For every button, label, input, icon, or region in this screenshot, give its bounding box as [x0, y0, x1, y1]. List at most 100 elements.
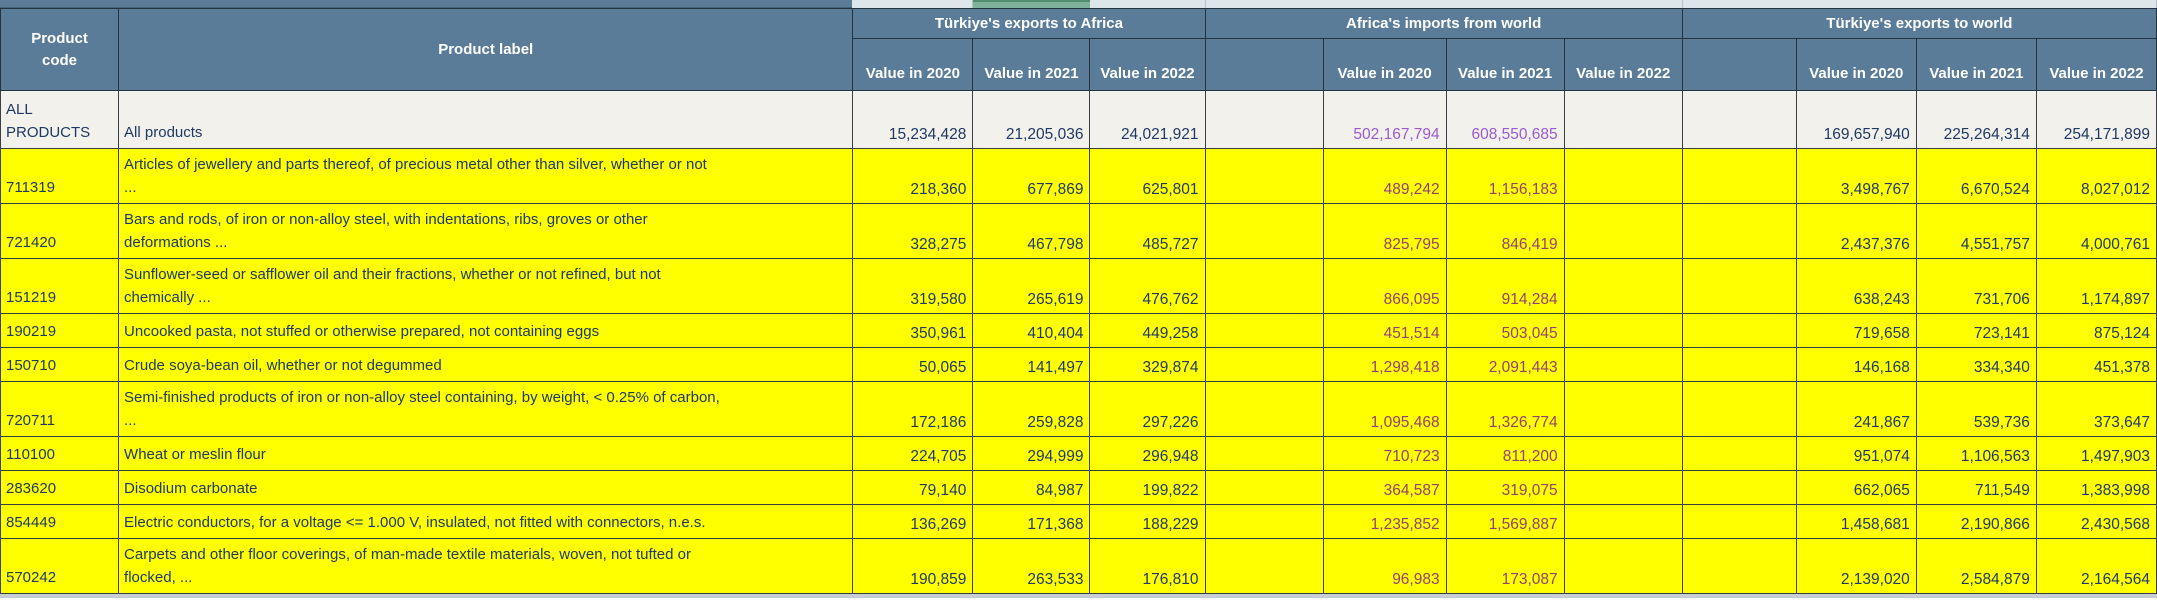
cell-value-exports-africa[interactable]: 263,533 [972, 538, 1091, 594]
cell-value-africa-imports[interactable]: 914,284 [1445, 258, 1565, 314]
cell-spacer[interactable] [1204, 258, 1324, 314]
cell-value-exports-africa[interactable]: 476,762 [1089, 258, 1206, 314]
cell-value-exports-world[interactable]: 8,027,012 [2035, 148, 2157, 204]
cell-product-label[interactable]: Articles of jewellery and parts thereof,… [118, 148, 854, 204]
cell-product-code[interactable]: 151219 [0, 258, 120, 314]
cell-value-africa-imports[interactable]: 1,095,468 [1322, 381, 1447, 437]
cell-product-label[interactable]: All products [118, 90, 854, 149]
cell-spacer[interactable] [1204, 381, 1324, 437]
cell-value-exports-world[interactable]: 662,065 [1795, 470, 1917, 505]
cell-value-exports-africa[interactable]: 79,140 [852, 470, 974, 505]
cell-value-exports-world[interactable]: 711,549 [1915, 470, 2037, 505]
cell-product-code[interactable]: 283620 [0, 470, 120, 505]
cell-spacer[interactable] [1681, 90, 1797, 149]
cell-value-exports-africa[interactable]: 329,874 [1089, 347, 1206, 382]
cell-value-africa-imports[interactable]: 608,550,685 [1445, 90, 1565, 149]
cell-value-exports-africa[interactable]: 224,705 [852, 436, 974, 471]
cell-value-exports-africa[interactable]: 171,368 [972, 504, 1091, 539]
cell-value-exports-africa[interactable]: 410,404 [972, 313, 1091, 348]
cell-value-exports-africa[interactable]: 319,580 [852, 258, 974, 314]
cell-value-africa-imports[interactable] [1563, 148, 1683, 204]
cell-product-label[interactable]: Semi-finished products of iron or non-al… [118, 381, 854, 437]
cell-value-exports-world[interactable]: 2,430,568 [2035, 504, 2157, 539]
cell-spacer[interactable] [1204, 148, 1324, 204]
cell-value-africa-imports[interactable]: 489,242 [1322, 148, 1447, 204]
cell-value-exports-world[interactable]: 875,124 [2035, 313, 2157, 348]
cell-value-exports-world[interactable]: 3,498,767 [1795, 148, 1917, 204]
cell-value-exports-africa[interactable]: 467,798 [972, 203, 1091, 259]
cell-value-exports-africa[interactable]: 15,234,428 [852, 90, 974, 149]
cell-value-exports-africa[interactable]: 141,497 [972, 347, 1091, 382]
cell-product-label[interactable]: Bars and rods, of iron or non-alloy stee… [118, 203, 854, 259]
cell-spacer[interactable] [1204, 538, 1324, 594]
cell-value-exports-africa[interactable]: 218,360 [852, 148, 974, 204]
cell-value-exports-world[interactable]: 225,264,314 [1915, 90, 2037, 149]
cell-value-exports-africa[interactable]: 485,727 [1089, 203, 1206, 259]
cell-value-exports-world[interactable]: 1,458,681 [1795, 504, 1917, 539]
cell-value-exports-africa[interactable]: 294,999 [972, 436, 1091, 471]
cell-value-exports-world[interactable]: 1,497,903 [2035, 436, 2157, 471]
cell-product-label[interactable]: Carpets and other floor coverings, of ma… [118, 538, 854, 594]
cell-value-exports-world[interactable]: 719,658 [1795, 313, 1917, 348]
cell-value-exports-africa[interactable]: 328,275 [852, 203, 974, 259]
cell-product-code[interactable]: 720711 [0, 381, 120, 437]
cell-value-africa-imports[interactable] [1563, 258, 1683, 314]
cell-spacer[interactable] [1681, 470, 1797, 505]
cell-value-africa-imports[interactable]: 1,235,852 [1322, 504, 1447, 539]
cell-value-africa-imports[interactable]: 710,723 [1322, 436, 1447, 471]
cell-value-africa-imports[interactable]: 364,587 [1322, 470, 1447, 505]
cell-value-exports-world[interactable]: 6,670,524 [1915, 148, 2037, 204]
cell-value-exports-world[interactable]: 241,867 [1795, 381, 1917, 437]
cell-value-africa-imports[interactable] [1563, 347, 1683, 382]
cell-value-africa-imports[interactable] [1563, 203, 1683, 259]
cell-value-exports-world[interactable]: 2,584,879 [1915, 538, 2037, 594]
cell-product-code[interactable]: 570242 [0, 538, 120, 594]
cell-value-exports-africa[interactable]: 297,226 [1089, 381, 1206, 437]
cell-spacer[interactable] [1681, 538, 1797, 594]
cell-value-exports-world[interactable]: 169,657,940 [1795, 90, 1917, 149]
cell-value-exports-africa[interactable]: 190,859 [852, 538, 974, 594]
cell-spacer[interactable] [1204, 313, 1324, 348]
cell-product-label[interactable]: Disodium carbonate [118, 470, 854, 505]
cell-value-exports-world[interactable]: 146,168 [1795, 347, 1917, 382]
cell-product-label[interactable]: Crude soya-bean oil, whether or not degu… [118, 347, 854, 382]
cell-spacer[interactable] [1681, 203, 1797, 259]
cell-value-africa-imports[interactable]: 451,514 [1322, 313, 1447, 348]
cell-value-exports-africa[interactable]: 199,822 [1089, 470, 1206, 505]
cell-value-exports-africa[interactable]: 350,961 [852, 313, 974, 348]
cell-spacer[interactable] [1681, 148, 1797, 204]
cell-value-exports-world[interactable]: 254,171,899 [2035, 90, 2157, 149]
cell-value-exports-world[interactable]: 1,106,563 [1915, 436, 2037, 471]
cell-value-africa-imports[interactable]: 846,419 [1445, 203, 1565, 259]
cell-value-exports-africa[interactable]: 24,021,921 [1089, 90, 1206, 149]
cell-spacer[interactable] [1681, 436, 1797, 471]
cell-spacer[interactable] [1204, 504, 1324, 539]
cell-value-africa-imports[interactable] [1563, 504, 1683, 539]
cell-product-label[interactable]: Uncooked pasta, not stuffed or otherwise… [118, 313, 854, 348]
cell-product-code[interactable]: 854449 [0, 504, 120, 539]
cell-spacer[interactable] [1681, 504, 1797, 539]
cell-value-exports-africa[interactable]: 188,229 [1089, 504, 1206, 539]
cell-spacer[interactable] [1204, 90, 1324, 149]
cell-value-exports-africa[interactable]: 172,186 [852, 381, 974, 437]
cell-value-exports-africa[interactable]: 677,869 [972, 148, 1091, 204]
cell-value-exports-world[interactable]: 951,074 [1795, 436, 1917, 471]
cell-value-exports-africa[interactable]: 259,828 [972, 381, 1091, 437]
cell-value-exports-world[interactable]: 2,437,376 [1795, 203, 1917, 259]
cell-value-africa-imports[interactable]: 1,326,774 [1445, 381, 1565, 437]
cell-value-exports-world[interactable]: 2,164,564 [2035, 538, 2157, 594]
cell-value-exports-world[interactable]: 4,551,757 [1915, 203, 2037, 259]
cell-spacer[interactable] [1681, 313, 1797, 348]
cell-product-code[interactable]: 721420 [0, 203, 120, 259]
cell-value-exports-africa[interactable]: 50,065 [852, 347, 974, 382]
cell-value-africa-imports[interactable]: 503,045 [1445, 313, 1565, 348]
cell-value-exports-africa[interactable]: 84,987 [972, 470, 1091, 505]
cell-value-exports-world[interactable]: 539,736 [1915, 381, 2037, 437]
cell-product-code[interactable]: 711319 [0, 148, 120, 204]
cell-spacer[interactable] [1204, 436, 1324, 471]
cell-spacer[interactable] [1681, 258, 1797, 314]
cell-value-exports-africa[interactable]: 176,810 [1089, 538, 1206, 594]
cell-value-africa-imports[interactable]: 173,087 [1445, 538, 1565, 594]
cell-spacer[interactable] [1204, 203, 1324, 259]
cell-value-africa-imports[interactable] [1563, 381, 1683, 437]
